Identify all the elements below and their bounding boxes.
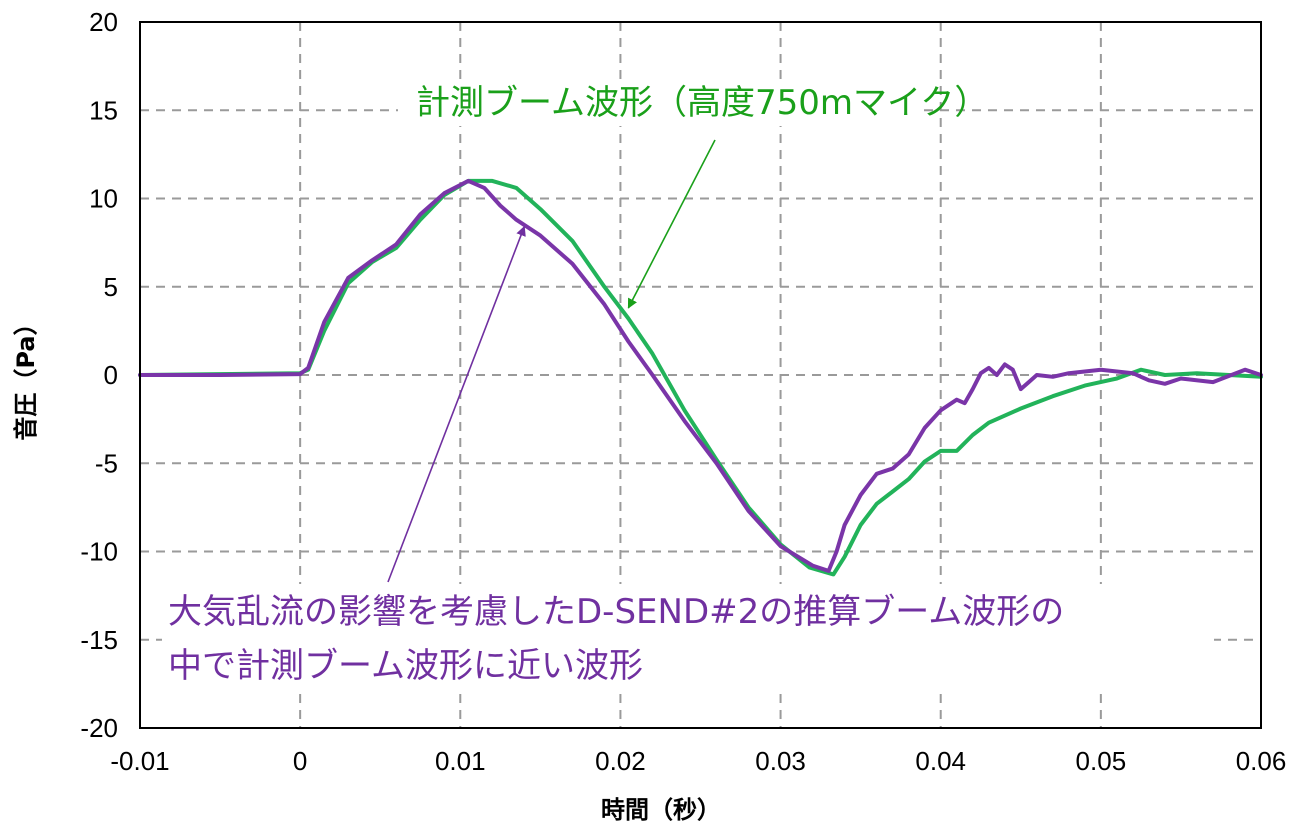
x-tick-label: 0.05 (1076, 746, 1127, 776)
x-tick-label: 0.01 (435, 746, 486, 776)
plot-area-frame (139, 21, 1262, 729)
measured-waveform-label: 計測ブーム波形（高度750mマイク） (416, 83, 988, 123)
estimated-waveform-label-line2: 中で計測ブーム波形に近い波形 (168, 646, 643, 686)
estimated-label-background (162, 584, 1214, 694)
y-tick-label: 10 (89, 184, 118, 214)
estimated-waveform-arrow (387, 225, 526, 583)
estimated-waveform-label-line1: 大気乱流の影響を考慮したD-SEND#2の推算ブーム波形の (168, 592, 1064, 632)
x-tick-label: -0.01 (110, 746, 169, 776)
x-axis-label: 時間（秒） (601, 796, 721, 824)
series-line-estimated (138, 178, 1263, 573)
y-tick-label: 0 (104, 360, 118, 390)
y-axis-ticks: 20 15 10 5 0 -5 -10 -15 -20 (80, 7, 118, 743)
x-tick-label: 0.04 (915, 746, 966, 776)
x-axis-ticks: -0.01 0 0.01 0.02 0.03 0.04 0.05 0.06 (110, 746, 1286, 776)
x-tick-label: 0.02 (595, 746, 646, 776)
y-tick-label: 20 (89, 7, 118, 37)
series-line-measured (138, 178, 1263, 577)
series-group (138, 178, 1263, 577)
y-tick-label: -10 (80, 537, 118, 567)
x-tick-label: 0.03 (755, 746, 806, 776)
y-tick-label: 5 (104, 272, 118, 302)
y-tick-label: -20 (80, 713, 118, 743)
y-tick-label: -5 (95, 448, 118, 478)
x-tick-label: 0 (293, 746, 307, 776)
measured-label-background (398, 82, 920, 126)
y-axis-label: 音圧（Pa） (12, 311, 40, 440)
x-tick-label: 0.06 (1236, 746, 1287, 776)
y-tick-label: 15 (89, 95, 118, 125)
measured-waveform-arrow (627, 139, 716, 309)
y-tick-label: -15 (80, 625, 118, 655)
